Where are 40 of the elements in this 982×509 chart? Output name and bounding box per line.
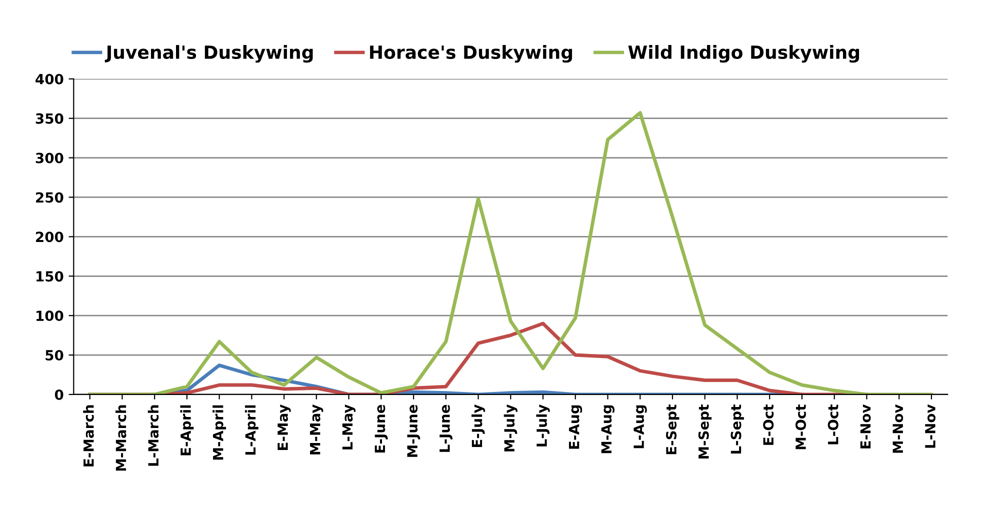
x-tick-label: L-April [244,405,258,455]
y-tick-label: 350 [36,113,64,124]
x-tick-label: L-March [148,405,159,466]
x-tick-label: E-July [471,404,486,448]
y-tick-label: 250 [36,192,64,203]
y-tick-label: 300 [36,152,64,164]
legend-label: Horace's Duskywing [370,45,572,63]
y-tick-label: 200 [36,232,64,242]
y-tick-label: 400 [36,74,64,84]
legend-label: Wild Indigo Duskywing [628,45,860,63]
x-tick-label: M-Sept [698,404,712,459]
x-tick-label: L-May [342,404,356,450]
x-tick-label: L-July [536,404,550,446]
x-tick-label: L-Oct [828,404,838,444]
x-tick-label: E-March [83,405,94,466]
x-tick-label: M-April [212,405,226,460]
x-tick-label: E-Nov [860,404,871,448]
x-tick-label: L-Nov [925,404,936,448]
y-tick-label: 0 [54,389,64,400]
x-tick-label: M-Aug [601,405,614,454]
line-series [88,111,934,394]
x-tick-label: E-Oct [763,404,774,445]
x-tick-label: E-May [278,404,291,450]
x-tick-label: M-May [310,404,324,454]
x-tick-label: M-Nov [892,404,904,453]
y-tick-label: 100 [36,310,64,322]
x-tick-label: L-Sept [730,404,744,454]
x-tick-label: E-June [374,404,388,453]
x-tick-label: M-Oct [795,404,806,450]
x-tick-label: E-Sept [666,404,680,454]
x-tick-label: L-Aug [634,405,647,448]
x-tick-label: E-April [180,405,194,456]
x-tick-label: M-July [504,404,518,452]
x-tick-label: M-March [115,405,126,471]
x-tick-label: M-June [407,404,420,457]
y-tick-label: 50 [46,350,64,360]
legend-label: Juvenal's Duskywing [104,45,313,63]
x-tick-label: E-Aug [568,405,582,449]
x-tick-label: L-June [440,404,453,452]
y-tick-label: 150 [36,271,64,282]
